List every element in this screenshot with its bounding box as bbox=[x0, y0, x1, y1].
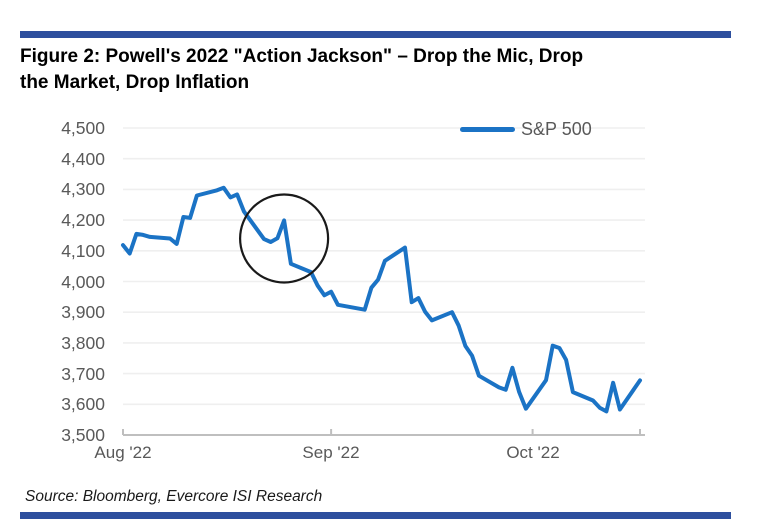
chart-legend: S&P 500 bbox=[460, 119, 592, 140]
y-tick-label: 4,200 bbox=[61, 210, 105, 230]
y-tick-label: 4,000 bbox=[61, 272, 105, 292]
figure-bottom-rule bbox=[20, 512, 731, 519]
y-tick-label: 3,600 bbox=[61, 394, 105, 414]
y-tick-label: 3,700 bbox=[61, 364, 105, 384]
gridlines bbox=[123, 127, 645, 406]
figure-title-line-2: the Market, Drop Inflation bbox=[20, 72, 250, 93]
x-tick-label: Aug '22 bbox=[94, 443, 152, 462]
figure-top-rule bbox=[20, 31, 731, 38]
legend-label: S&P 500 bbox=[521, 119, 592, 139]
y-tick-label: 4,300 bbox=[61, 179, 105, 199]
x-tick-label: Sep '22 bbox=[302, 443, 360, 462]
y-tick-label: 4,500 bbox=[61, 118, 105, 138]
figure-title-line-1: Figure 2: Powell's 2022 "Action Jackson"… bbox=[20, 46, 584, 67]
jackson-hole-circle-annotation bbox=[239, 193, 330, 284]
x-tick-label: Oct '22 bbox=[506, 443, 560, 462]
sp500-line bbox=[121, 185, 642, 414]
y-tick-label: 3,900 bbox=[61, 302, 105, 322]
y-tick-label: 3,800 bbox=[61, 333, 105, 353]
legend-line-icon bbox=[460, 127, 515, 132]
y-tick-label: 3,500 bbox=[61, 425, 105, 445]
y-tick-label: 4,400 bbox=[61, 149, 105, 169]
y-tick-label: 4,100 bbox=[61, 241, 105, 261]
source-note: Source: Bloomberg, Evercore ISI Research bbox=[25, 488, 323, 505]
figure-title: Figure 2: Powell's 2022 "Action Jackson"… bbox=[20, 44, 735, 96]
x-axis-ticks bbox=[122, 429, 641, 435]
